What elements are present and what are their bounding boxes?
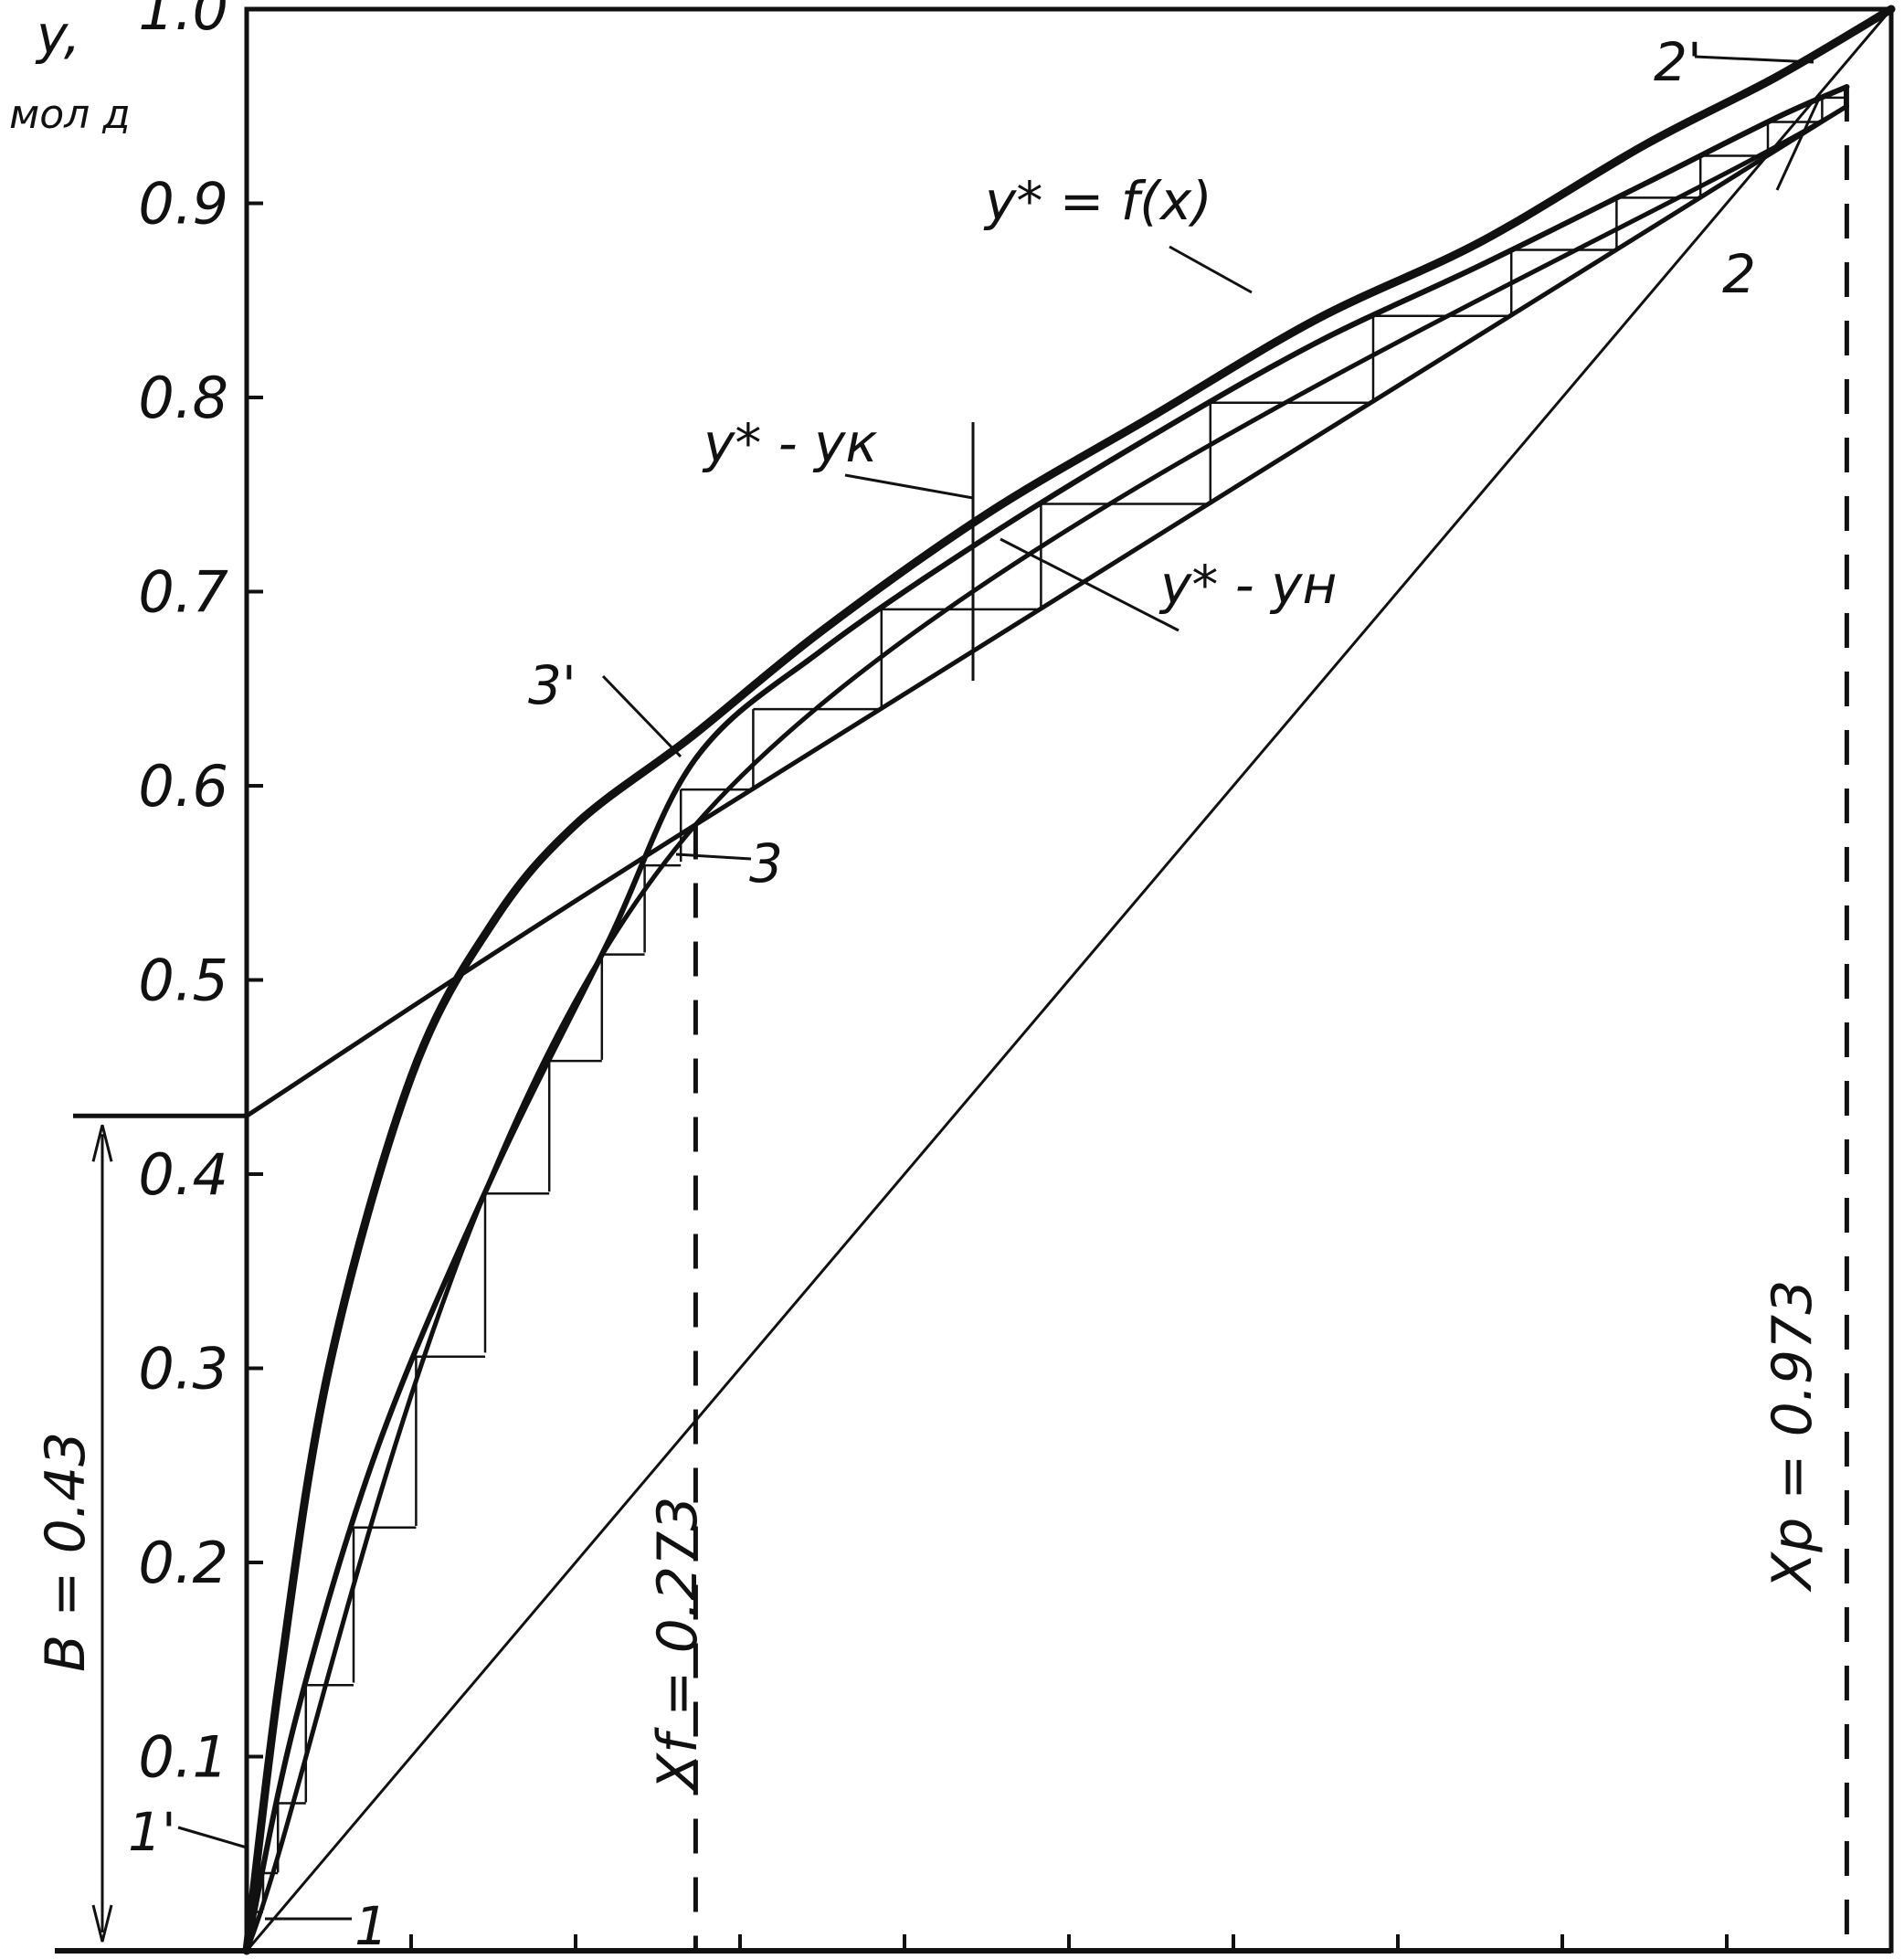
y-axis-label: y, [35,4,80,66]
y-tick-label: 1.0 [138,0,228,43]
point-2p-leader [1694,55,1814,64]
equilibrium-curve-label: y* = f(x) [983,170,1212,232]
diagonal-line [245,7,1893,1953]
y-tick-labels: 0.1 0.2 0.3 0.4 0.5 0.6 0.7 0.8 0.9 1.0 [138,0,228,1791]
yn-leader [1000,537,1179,632]
y-tick-label: 0.7 [138,559,228,626]
b-label: B = 0.43 [34,1432,98,1672]
point-3p-leader [601,674,682,758]
y-tick-label: 0.8 [138,365,228,431]
point-2-leader [1775,100,1820,191]
point-3p-label: 3' [528,654,576,716]
y-axis-unit: мол д [9,91,131,138]
y-tick-label: 0.9 [138,171,228,238]
point-1p-label: 1' [128,1801,176,1863]
point-3-leader [675,852,752,861]
point-2p-label: 2' [1654,31,1702,93]
point-3-label: 3 [749,832,783,895]
working-curve [244,84,1850,1954]
equilibrium-leader [1169,245,1253,294]
curves [73,5,1896,1955]
point-1p-leader [177,1826,248,1849]
y-tick-label: 0.6 [138,753,228,820]
y-tick-label: 0.2 [138,1530,228,1596]
y-tick-label: 0.1 [138,1724,228,1791]
y-tick-label: 0.3 [138,1336,228,1403]
point-2-label: 2 [1722,243,1756,305]
axes [55,6,1894,1954]
point-1-label: 1 [354,1895,388,1957]
operating-line [244,103,1849,1954]
xp-label: Xp = 0.973 [1761,1280,1825,1593]
stage-steps [253,87,1846,1931]
yk-difference-label: y* - yк [702,412,877,474]
b-arrow-bottom [91,1904,113,1943]
y-tick-label: 0.5 [138,948,228,1014]
yn-difference-label: y* - yн [1158,554,1337,616]
xf-label: Xf = 0.273 [646,1497,710,1794]
b-arrow-top [91,1124,113,1162]
y-tick-label: 0.4 [138,1141,228,1208]
rectifying-line [244,103,1849,1118]
equilibrium-curve [242,5,1896,1955]
yk-leader [844,473,974,500]
